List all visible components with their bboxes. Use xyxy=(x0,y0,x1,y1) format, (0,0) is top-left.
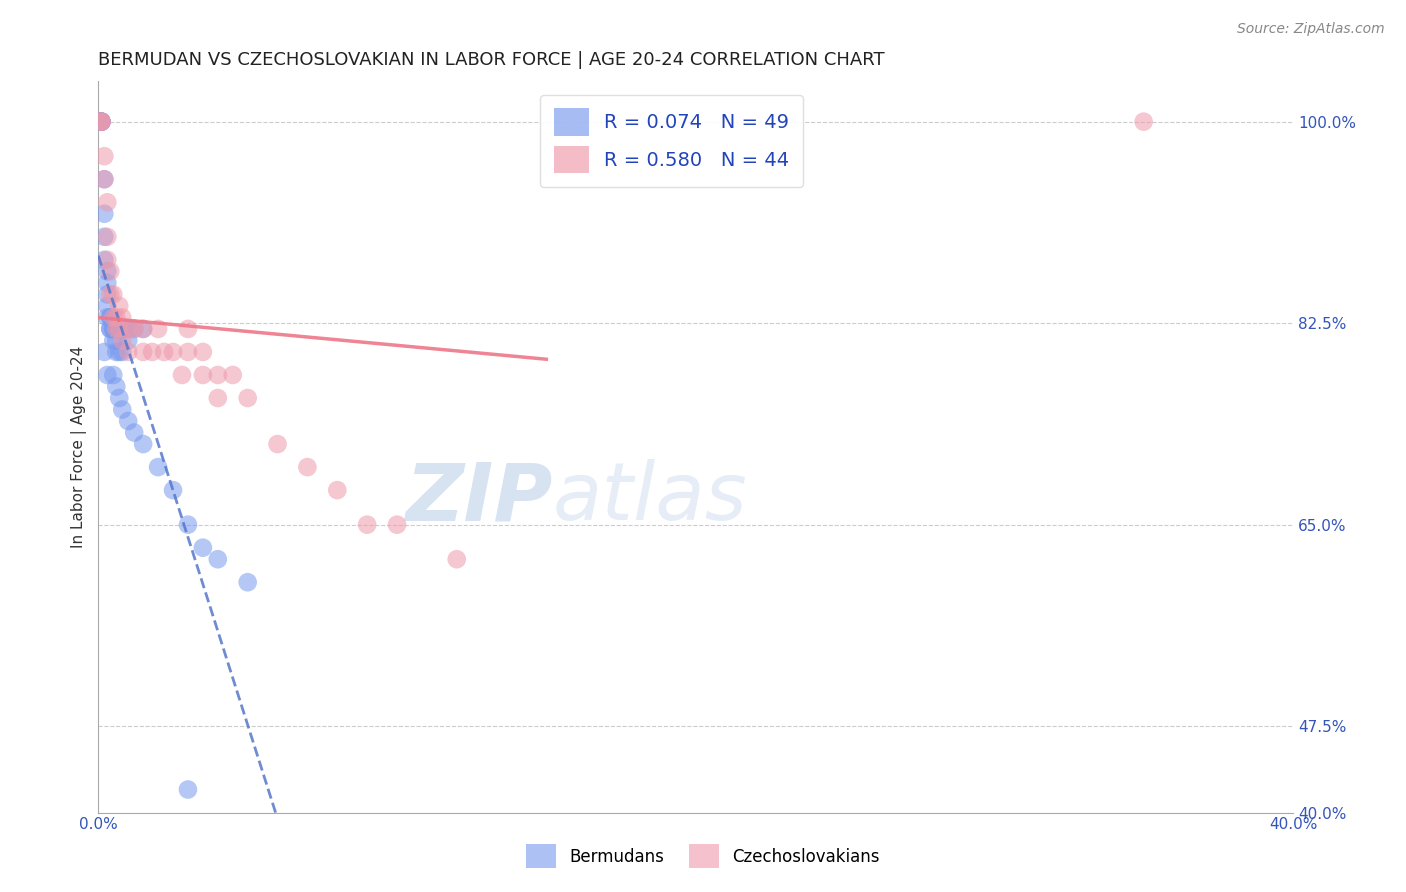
Text: atlas: atlas xyxy=(553,459,747,537)
Point xyxy=(96,299,118,313)
Point xyxy=(111,310,134,325)
Point xyxy=(93,345,115,359)
Point xyxy=(105,379,128,393)
Point xyxy=(191,368,214,382)
Point xyxy=(98,287,121,301)
Point xyxy=(132,345,155,359)
Point xyxy=(122,322,145,336)
Point xyxy=(117,345,139,359)
Point xyxy=(132,322,155,336)
Point xyxy=(191,541,214,555)
Point xyxy=(93,149,115,163)
Point xyxy=(177,517,200,532)
Point xyxy=(90,114,112,128)
Point xyxy=(141,345,163,359)
Point xyxy=(117,322,139,336)
Point xyxy=(326,483,349,497)
Point xyxy=(207,391,229,405)
Point xyxy=(356,517,378,532)
Point xyxy=(103,368,125,382)
Legend: R = 0.074   N = 49, R = 0.580   N = 44: R = 0.074 N = 49, R = 0.580 N = 44 xyxy=(540,95,803,186)
Point xyxy=(385,517,408,532)
Text: Source: ZipAtlas.com: Source: ZipAtlas.com xyxy=(1237,22,1385,37)
Point xyxy=(111,402,134,417)
Point xyxy=(153,345,176,359)
Point xyxy=(446,552,468,566)
Point xyxy=(103,334,125,348)
Point xyxy=(96,368,118,382)
Point xyxy=(90,114,112,128)
Point xyxy=(111,322,134,336)
Point xyxy=(90,114,112,128)
Text: ZIP: ZIP xyxy=(405,459,553,537)
Point xyxy=(266,437,288,451)
Point xyxy=(98,322,121,336)
Point xyxy=(177,782,200,797)
Point xyxy=(297,460,319,475)
Point xyxy=(236,575,259,590)
Point xyxy=(1132,114,1154,128)
Point xyxy=(105,322,128,336)
Point xyxy=(90,114,112,128)
Point xyxy=(108,322,131,336)
Point xyxy=(90,114,112,128)
Y-axis label: In Labor Force | Age 20-24: In Labor Force | Age 20-24 xyxy=(72,346,87,548)
Point xyxy=(90,114,112,128)
Point xyxy=(236,391,259,405)
Point xyxy=(103,310,125,325)
Point xyxy=(96,229,118,244)
Point xyxy=(105,345,128,359)
Point xyxy=(93,172,115,186)
Point xyxy=(117,322,139,336)
Legend: Bermudans, Czechoslovakians: Bermudans, Czechoslovakians xyxy=(519,838,887,875)
Point xyxy=(93,207,115,221)
Point xyxy=(162,345,184,359)
Point xyxy=(207,368,229,382)
Text: BERMUDAN VS CZECHOSLOVAKIAN IN LABOR FORCE | AGE 20-24 CORRELATION CHART: BERMUDAN VS CZECHOSLOVAKIAN IN LABOR FOR… xyxy=(98,51,884,69)
Point xyxy=(90,114,112,128)
Point xyxy=(132,437,155,451)
Point xyxy=(108,391,131,405)
Point xyxy=(98,310,121,325)
Point xyxy=(93,172,115,186)
Point xyxy=(111,345,134,359)
Point xyxy=(114,322,136,336)
Point xyxy=(105,322,128,336)
Point xyxy=(103,287,125,301)
Point xyxy=(132,322,155,336)
Point xyxy=(96,252,118,267)
Point xyxy=(98,310,121,325)
Point xyxy=(96,264,118,278)
Point xyxy=(96,195,118,210)
Point xyxy=(207,552,229,566)
Point xyxy=(191,345,214,359)
Point xyxy=(117,334,139,348)
Point xyxy=(96,276,118,290)
Point xyxy=(162,483,184,497)
Point xyxy=(96,287,118,301)
Point xyxy=(93,252,115,267)
Point xyxy=(146,460,169,475)
Point xyxy=(105,334,128,348)
Point xyxy=(170,368,193,382)
Point xyxy=(117,414,139,428)
Point xyxy=(122,322,145,336)
Point xyxy=(96,310,118,325)
Point xyxy=(103,322,125,336)
Point xyxy=(105,310,128,325)
Point xyxy=(90,114,112,128)
Point xyxy=(177,322,200,336)
Point xyxy=(103,322,125,336)
Point xyxy=(108,322,131,336)
Point xyxy=(108,299,131,313)
Point xyxy=(111,334,134,348)
Point xyxy=(98,264,121,278)
Point xyxy=(122,425,145,440)
Point xyxy=(222,368,245,382)
Point xyxy=(98,322,121,336)
Point xyxy=(108,345,131,359)
Point xyxy=(93,229,115,244)
Point xyxy=(177,345,200,359)
Point xyxy=(146,322,169,336)
